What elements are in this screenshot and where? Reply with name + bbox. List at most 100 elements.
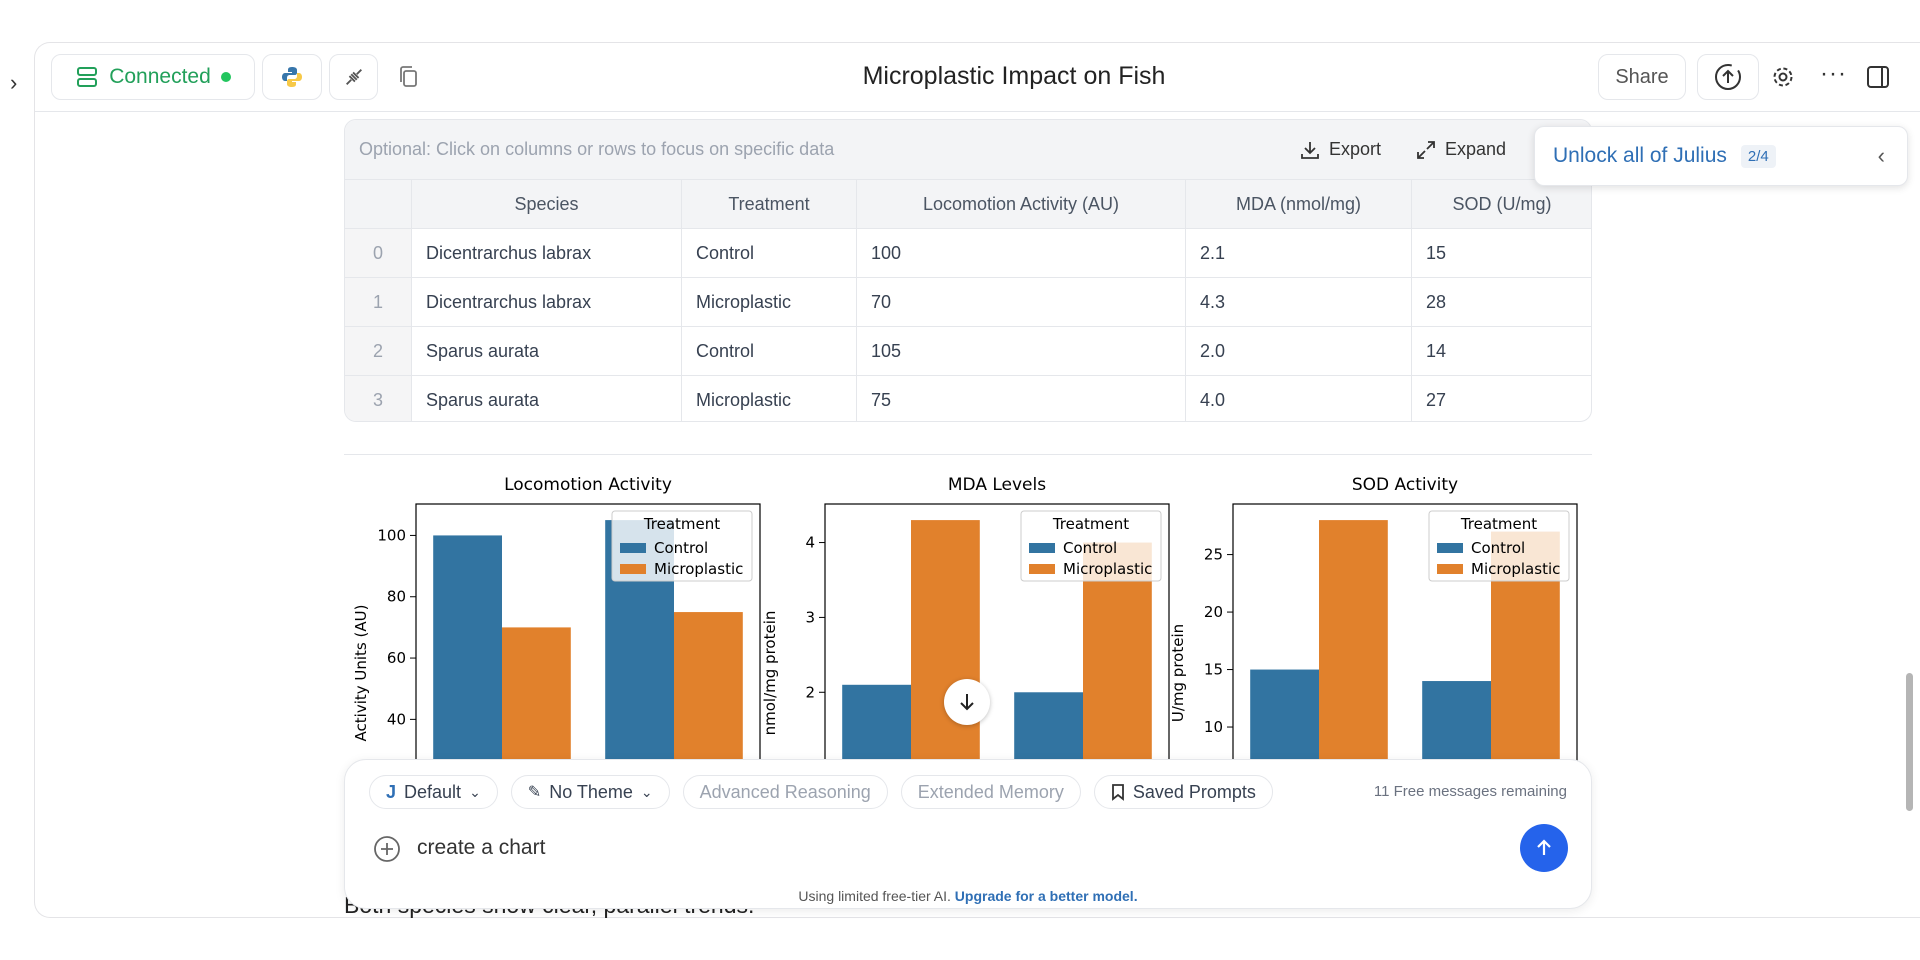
- table-cell: 70: [857, 277, 1186, 326]
- table-hint: Optional: Click on columns or rows to fo…: [359, 139, 835, 159]
- reasoning-label: Advanced Reasoning: [699, 781, 871, 802]
- promo-banner[interactable]: Unlock all of Julius 2/4 ‹: [1534, 126, 1908, 186]
- remaining-messages: 11 Free messages remaining: [1373, 783, 1567, 800]
- panel-toggle[interactable]: [1867, 66, 1889, 88]
- column-header: MDA (nmol/mg): [1186, 179, 1412, 228]
- legend-label: Control: [1471, 539, 1525, 557]
- table-cell: 4.0: [1186, 375, 1412, 421]
- model-initial: J: [386, 781, 397, 802]
- legend-label: Microplastic: [1471, 560, 1560, 578]
- plug-icon: [345, 69, 362, 85]
- gear-icon: [1773, 67, 1793, 87]
- y-tick-label: 40: [387, 710, 406, 728]
- y-axis-label: U/mg protein: [1169, 624, 1187, 722]
- y-tick-label: 3: [805, 608, 815, 626]
- scroll-down-button[interactable]: [944, 679, 990, 725]
- legend-title: Treatment: [1460, 515, 1537, 533]
- table-cell: Dicentrarchus labrax: [412, 228, 682, 277]
- column-header: Treatment: [682, 179, 857, 228]
- chat-box: J Default ⌄ ✎ No Theme ⌄ Advanced Reasoning …: [344, 759, 1592, 909]
- copy-button[interactable]: [398, 65, 420, 94]
- python-button[interactable]: [262, 54, 322, 100]
- footer-text: Using limited free-tier AI.: [798, 888, 951, 904]
- row-index: 2: [345, 326, 412, 375]
- y-tick-label: 60: [387, 649, 406, 667]
- table-cell: 14: [1412, 326, 1591, 375]
- arrow-down-icon: [960, 694, 974, 711]
- server-icon: [77, 67, 98, 87]
- index-header: [345, 179, 412, 228]
- promo-collapse[interactable]: ‹: [1877, 143, 1885, 168]
- column-header: Species: [412, 179, 682, 228]
- y-axis-label: nmol/mg protein: [761, 611, 779, 736]
- plugin-button[interactable]: [329, 54, 378, 100]
- model-name: Default: [404, 781, 462, 802]
- promo-text: Unlock all of Julius: [1553, 144, 1727, 167]
- y-tick-label: 20: [1204, 603, 1223, 621]
- copy-icon: [400, 66, 417, 87]
- connection-button[interactable]: Connected: [51, 54, 255, 100]
- send-button[interactable]: [1520, 824, 1568, 872]
- table-cell: 75: [857, 375, 1186, 421]
- table-cell: Sparus aurata: [412, 375, 682, 421]
- legend-swatch: [1437, 543, 1463, 553]
- theme-name: No Theme: [549, 781, 633, 802]
- share-button[interactable]: Share: [1598, 54, 1686, 100]
- send-icon: [1537, 839, 1551, 855]
- reasoning-chip[interactable]: Advanced Reasoning: [682, 775, 888, 809]
- legend-swatch: [620, 564, 646, 574]
- model-chip[interactable]: J Default ⌄: [369, 775, 498, 809]
- table-cell: 4.3: [1186, 277, 1412, 326]
- table-cell: Microplastic: [682, 277, 857, 326]
- status-text: Connected: [109, 65, 211, 88]
- table-cell: 2.0: [1186, 326, 1412, 375]
- prompts-chip[interactable]: Saved Prompts: [1093, 775, 1273, 809]
- attach-icon[interactable]: [373, 835, 401, 863]
- table-cell: Microplastic: [682, 375, 857, 421]
- bookmark-icon: [1111, 784, 1124, 801]
- legend-swatch: [620, 543, 646, 553]
- y-tick-label: 4: [805, 534, 815, 552]
- more-button[interactable]: ···: [1820, 60, 1847, 87]
- legend-label: Control: [1063, 539, 1117, 557]
- theme-chip[interactable]: ✎ No Theme ⌄: [510, 775, 670, 809]
- table-body: 0 Dicentrarchus labrax Control 100 2.1 15 1 Dic…: [345, 228, 1591, 421]
- y-tick-label: 100: [377, 526, 406, 544]
- legend-label: Microplastic: [1063, 560, 1152, 578]
- memory-chip[interactable]: Extended Memory: [900, 775, 1081, 809]
- table-cell: Sparus aurata: [412, 326, 682, 375]
- expand-label: Expand: [1445, 139, 1507, 159]
- y-tick-label: 2: [805, 683, 815, 701]
- upgrade-link[interactable]: Upgrade for a better model.: [954, 888, 1138, 904]
- column-header: SOD (U/mg): [1412, 179, 1591, 228]
- column-header: Locomotion Activity (AU): [857, 179, 1186, 228]
- table-cell: Dicentrarchus labrax: [412, 277, 682, 326]
- settings-button[interactable]: [1771, 65, 1795, 94]
- chat-input[interactable]: create a chart: [417, 836, 546, 859]
- y-tick-label: 10: [1204, 718, 1223, 736]
- memory-label: Extended Memory: [917, 781, 1064, 802]
- chart-title: MDA Levels: [948, 475, 1046, 495]
- y-tick-label: 25: [1204, 546, 1223, 564]
- row-index: 1: [345, 277, 412, 326]
- export-button[interactable]: Export: [1299, 139, 1381, 161]
- chart-title: Locomotion Activity: [504, 475, 672, 495]
- table-toolbar: Optional: Click on columns or rows to fo…: [345, 120, 1591, 179]
- header-divider: [35, 111, 1920, 112]
- table-cell: Control: [682, 228, 857, 277]
- sidebar-toggle[interactable]: ›: [10, 70, 18, 95]
- legend-title: Treatment: [643, 515, 720, 533]
- expand-button[interactable]: Expand: [1415, 139, 1506, 161]
- table-header: Species Treatment Locomotion Activity (AU)…: [345, 179, 1591, 228]
- legend-title: Treatment: [1052, 515, 1129, 533]
- y-tick-label: 80: [387, 588, 406, 606]
- scrollbar-thumb[interactable]: [1906, 673, 1913, 811]
- legend-label: Microplastic: [654, 560, 743, 578]
- legend-box: [1428, 510, 1570, 582]
- table-cell: 27: [1412, 375, 1591, 421]
- y-axis-label: Activity Units (AU): [352, 605, 370, 742]
- upload-button[interactable]: [1697, 54, 1759, 100]
- promo-badge: 2/4: [1740, 144, 1776, 168]
- table-cell: 2.1: [1186, 228, 1412, 277]
